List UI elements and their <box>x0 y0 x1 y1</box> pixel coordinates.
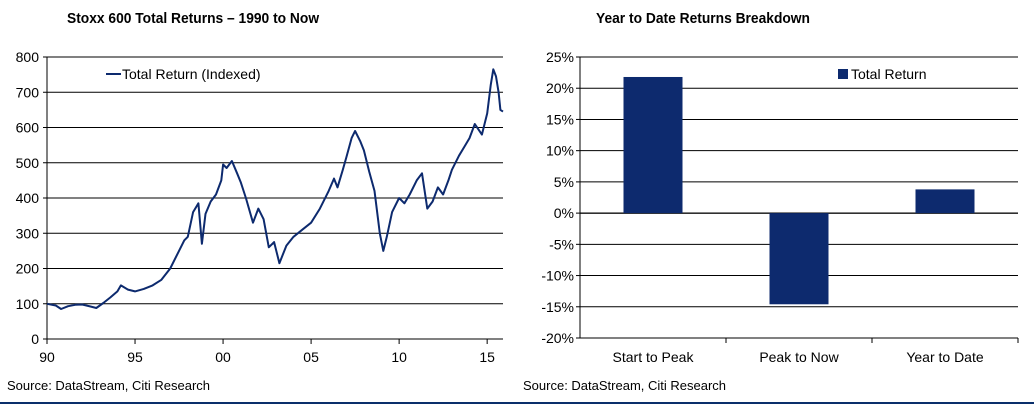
right-chart-title: Year to Date Returns Breakdown <box>596 10 810 27</box>
y-tick-label: 0% <box>554 205 574 221</box>
x-category-label: Year to Date <box>906 349 984 365</box>
y-tick-label: 300 <box>16 225 40 241</box>
right-chart-source: Source: DataStream, Citi Research <box>523 378 727 393</box>
x-tick-label: 00 <box>215 349 231 365</box>
left-chart-title: Stoxx 600 Total Returns – 1990 to Now <box>67 10 320 27</box>
y-tick-label: 15% <box>546 111 574 127</box>
x-category-label: Start to Peak <box>613 349 695 365</box>
y-tick-label: 0 <box>31 331 39 347</box>
bar-start-to-peak <box>623 76 683 214</box>
y-tick-label: 10% <box>546 143 574 159</box>
legend-swatch <box>838 69 848 79</box>
y-tick-label: -15% <box>541 299 574 315</box>
y-tick-label: 100 <box>16 296 40 312</box>
bar-year-to-date <box>915 189 975 214</box>
x-tick-label: 10 <box>391 349 407 365</box>
y-tick-label: 500 <box>16 155 40 171</box>
x-tick-label: 05 <box>303 349 319 365</box>
x-category-label: Peak to Now <box>759 349 839 365</box>
y-tick-label: 700 <box>16 84 40 100</box>
y-tick-label: 400 <box>16 190 40 206</box>
y-tick-label: 5% <box>554 174 574 190</box>
bar-peak-to-now <box>769 213 829 305</box>
x-tick-label: 15 <box>479 349 495 365</box>
y-tick-label: 200 <box>16 261 40 277</box>
series-line-total-return <box>46 68 504 310</box>
y-tick-label: -5% <box>549 236 574 252</box>
y-tick-label: 25% <box>546 49 574 65</box>
left-chart-source: Source: DataStream, Citi Research <box>7 378 211 393</box>
legend-label: Total Return (Indexed) <box>122 66 261 82</box>
footer-rule <box>0 402 1034 404</box>
y-tick-label: -20% <box>541 330 574 346</box>
y-tick-label: -10% <box>541 268 574 284</box>
legend-label: Total Return <box>851 66 926 82</box>
x-tick-label: 95 <box>127 349 143 365</box>
y-tick-label: 800 <box>16 49 40 65</box>
x-tick-label: 90 <box>39 349 55 365</box>
y-tick-label: 20% <box>546 80 574 96</box>
y-tick-label: 600 <box>16 120 40 136</box>
